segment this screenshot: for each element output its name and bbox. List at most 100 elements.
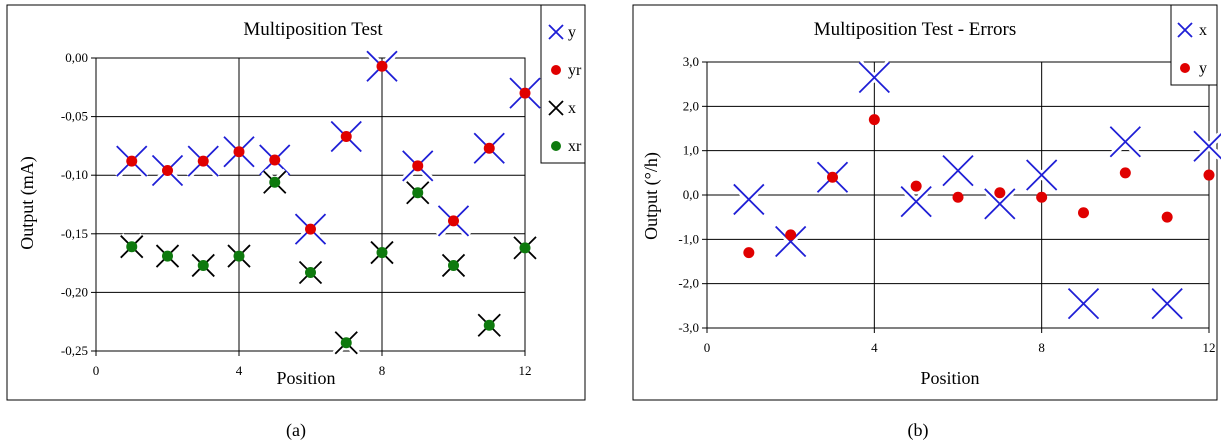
chart-b-xlabel: Position [920, 368, 979, 388]
ytick-label: 0,00 [65, 50, 88, 65]
chart-b-frame [632, 4, 1218, 401]
chart-a-caption: (a) [286, 420, 306, 441]
point-y [1119, 167, 1131, 179]
legend-label-xr: xr [568, 138, 582, 155]
point-y [1203, 169, 1215, 181]
ytick-label: -0,05 [61, 109, 88, 124]
legend-marker-x [548, 100, 564, 116]
point-xr [340, 337, 352, 349]
point-y [1078, 207, 1089, 219]
point-yr [412, 160, 424, 172]
point-x [898, 184, 934, 220]
point-x [982, 186, 1018, 222]
xtick-label: 12 [519, 363, 532, 378]
ytick-label: 1,0 [683, 143, 699, 158]
point-yr [376, 60, 388, 72]
chart-b-ticks: 3,0 2,0 1,0 0,0 -1,0 -2,0 -3,0 0 4 8 12 [678, 54, 1215, 355]
point-x [856, 60, 892, 95]
legend-label-y: y [1199, 60, 1207, 77]
point-yr [233, 146, 245, 158]
ytick-label: 0,0 [683, 187, 699, 202]
chart-a-xlabel: Position [276, 368, 335, 388]
xtick-label: 4 [871, 340, 878, 355]
chart-a: Multiposition Test 0,00 -0,05 -0,10 -0,15 -0… [6, 4, 586, 441]
xtick-label: 8 [1038, 340, 1045, 355]
point-yr [162, 165, 173, 177]
point-yr [519, 87, 531, 99]
xtick-label: 12 [1203, 340, 1216, 355]
chart-a-title: Multiposition Test [243, 19, 383, 40]
legend-marker-y [1180, 63, 1190, 73]
chart-a-plot-area [95, 57, 526, 352]
point-y [827, 171, 838, 183]
point-yr [126, 155, 138, 167]
point-yr [305, 223, 316, 235]
legend-marker-y [548, 24, 564, 40]
ytick-label: -2,0 [678, 276, 699, 291]
point-xr [376, 247, 388, 259]
legend-marker-xr [551, 141, 561, 151]
point-yr [483, 142, 495, 154]
legend-label-y: y [568, 24, 576, 41]
chart-a-legend-box [540, 4, 586, 164]
point-y [994, 187, 1006, 199]
point-y [952, 191, 964, 203]
legend-label-x: x [1199, 22, 1207, 39]
point-yr [269, 154, 281, 166]
chart-a-legend: y yr x xr [540, 4, 586, 164]
chart-a-ylabel: Output (mA) [17, 156, 38, 250]
chart-b-title: Multiposition Test - Errors [814, 19, 1017, 40]
legend-label-x: x [568, 100, 576, 117]
ytick-label: -0,15 [61, 226, 88, 241]
point-y [910, 180, 922, 192]
chart-b-points [731, 60, 1221, 322]
ytick-label: -0,20 [61, 284, 88, 299]
point-y [868, 114, 880, 126]
ytick-label: -0,25 [61, 343, 88, 358]
ytick-label: 3,0 [683, 54, 699, 69]
point-yr [448, 215, 459, 227]
point-y [785, 229, 797, 241]
point-x [1024, 157, 1060, 193]
point-xr [233, 250, 245, 262]
chart-b-caption: (b) [908, 420, 929, 441]
point-x [940, 153, 976, 189]
point-xr [519, 242, 531, 254]
point-y [743, 247, 755, 259]
chart-a-frame [6, 4, 586, 401]
point-yr [340, 131, 352, 143]
point-x [773, 224, 809, 260]
chart-b-legend: xy [1170, 4, 1218, 86]
point-x [1107, 124, 1143, 160]
xtick-label: 4 [236, 363, 243, 378]
chart-a-points [114, 48, 543, 357]
ytick-label: 2,0 [683, 98, 699, 113]
point-xr [162, 250, 173, 262]
point-x [1149, 286, 1185, 322]
point-xr [483, 319, 495, 331]
point-y [1161, 211, 1173, 223]
legend-marker-x [1177, 22, 1193, 38]
xtick-label: 0 [93, 363, 100, 378]
ytick-label: -1,0 [678, 231, 699, 246]
point-yr [197, 155, 209, 167]
ytick-label: -0,10 [61, 167, 88, 182]
point-x [731, 181, 767, 217]
xtick-label: 8 [379, 363, 386, 378]
point-xr [269, 176, 281, 188]
point-xr [305, 266, 316, 278]
xtick-label: 0 [704, 340, 711, 355]
point-xr [126, 241, 138, 253]
point-x [1191, 128, 1221, 164]
point-xr [448, 259, 459, 271]
chart-b: Multiposition Test - Errors 3,0 2,0 1,0 0,0… [632, 4, 1221, 441]
point-y [1036, 191, 1048, 203]
ytick-label: -3,0 [678, 320, 699, 335]
point-x [1066, 286, 1101, 322]
legend-marker-yr [551, 65, 561, 75]
chart-a-ticks: 0,00 -0,05 -0,10 -0,15 -0,20 -0,25 0 4 8 12 [61, 50, 532, 378]
point-xr [197, 259, 209, 271]
legend-label-yr: yr [568, 62, 582, 79]
chart-b-ylabel: Output (°/h) [641, 152, 662, 240]
